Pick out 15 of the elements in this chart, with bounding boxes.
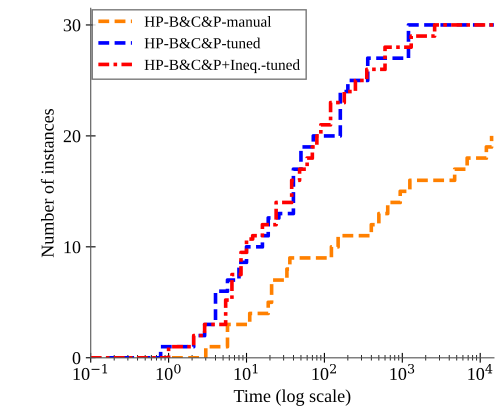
x-tick-label: 10$^{0}$ [156,364,181,380]
x-tick-label: 10$^{4}$ [468,364,492,380]
legend-label: HP-B&C&P-tuned [144,38,260,48]
x-tick-label: 10$^{3}$ [390,364,414,380]
x-tick-label: 10$^{2}$ [312,364,336,380]
x-axis-title: Time (log scale) [234,389,350,406]
y-tick-label: 0 [72,352,80,364]
y-axis-title: Number of instances [40,108,54,258]
y-tick-label: 10 [64,241,80,254]
legend-label: HP-B&C&P+Ineq.-tuned [144,59,300,74]
legend-label: HP-B&C&P-manual [144,16,272,27]
y-tick-label: 20 [64,130,80,142]
y-tick-label: 30 [64,19,80,32]
x-tick-label: 10$^{1}$ [234,364,258,380]
x-tick-label: 10$^{−1}$ [74,364,108,380]
